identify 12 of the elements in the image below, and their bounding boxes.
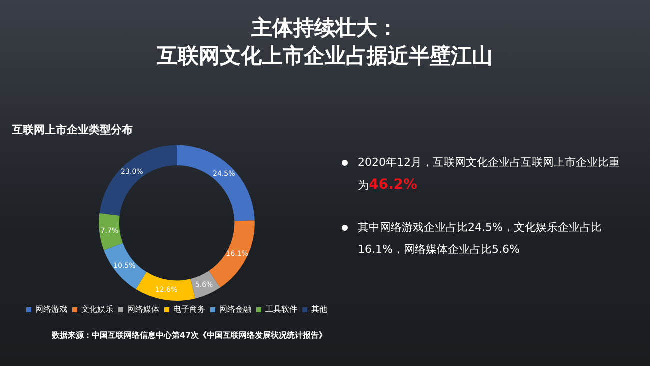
source-note: 数据来源：中国互联网络信息中心第47次《中国互联网络发展状况统计报告》 bbox=[52, 330, 328, 341]
chart-title: 主体持续壮大：互联网文化上市企业占据近半壁江山 bbox=[156, 15, 494, 70]
legend-label: 网络游戏 bbox=[36, 305, 68, 314]
legend-label: 电子商务 bbox=[174, 305, 206, 314]
legend-label: 网络金融 bbox=[220, 305, 252, 314]
text: 其中网络游戏企业占比24.5%，文化娱乐企业占比16.1%，网络媒体企业占比5.6% bbox=[340, 217, 622, 261]
legend-label: 工具软件 bbox=[266, 305, 298, 314]
legend-label: 文化娱乐 bbox=[82, 305, 114, 314]
legend-label: 其他 bbox=[312, 305, 328, 314]
legend-label: 网络媒体 bbox=[128, 305, 160, 314]
text: 2020年12月，互联网文化企业占互联网上市企业比重为46.2% bbox=[340, 152, 622, 197]
chart-subtitle: 互联网上市企业类型分布 bbox=[11, 123, 133, 136]
